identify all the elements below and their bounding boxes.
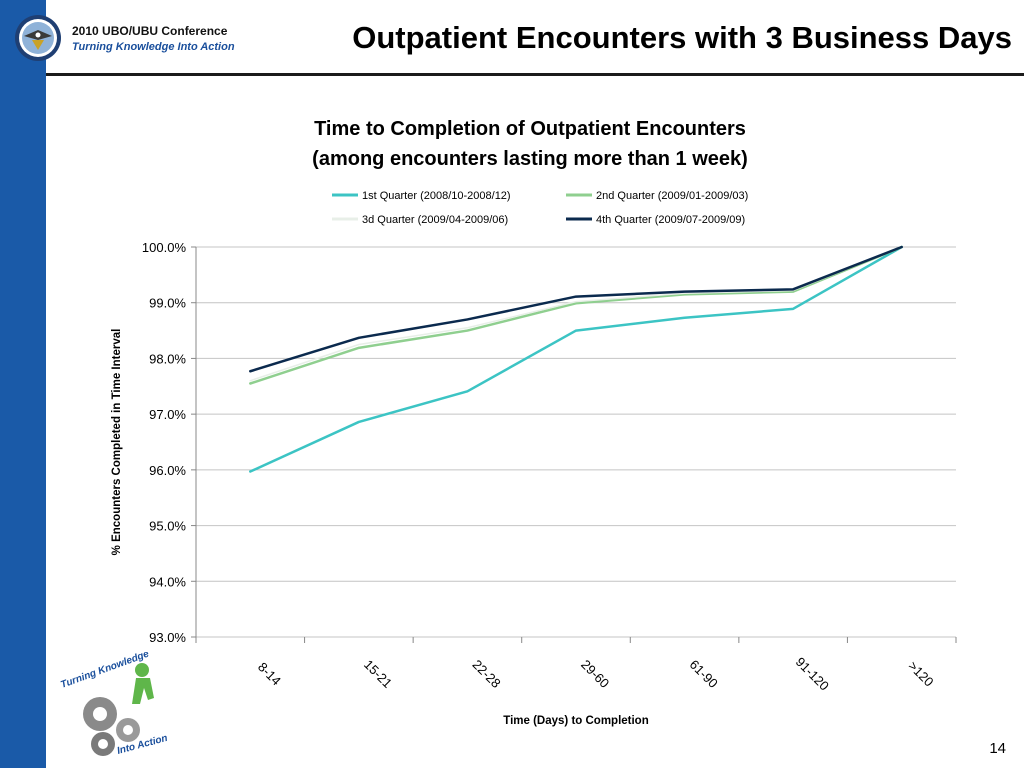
x-axis-title: Time (Days) to Completion [503,715,648,727]
x-tick-label: 15-21 [361,657,395,691]
x-tick-label: 61-90 [687,657,721,691]
x-tick-label: 22-28 [470,657,504,691]
conference-name: 2010 UBO/UBU Conference [72,24,228,38]
y-axis-title: % Encounters Completed in Time Interval [111,329,123,556]
dod-seal-icon [15,15,61,61]
slide-header: 2010 UBO/UBU Conference Turning Knowledg… [0,0,1024,74]
chart-title-line-1: Time to Completion of Outpatient Encount… [314,118,746,140]
y-tick-label: 97.0% [149,407,186,422]
y-tick-label: 93.0% [149,630,186,645]
chart-title-line-2: (among encounters lasting more than 1 we… [312,148,748,170]
y-tick-label: 96.0% [149,463,186,478]
gear-icon [83,697,140,756]
chart-gridlines [195,246,956,638]
y-axis-ticks: 93.0% 94.0% 95.0% 96.0% 97.0% 98.0% 99.0% 100.0… [142,240,196,645]
series-line-q1 [249,245,903,473]
x-tick-label: 29-60 [578,657,612,691]
legend-label-q3: 3d Quarter (2009/04-2009/06) [362,214,508,226]
chart-legend: 1st Quarter (2008/10-2008/12) 2nd Quarter… [332,190,748,226]
y-tick-label: 100.0% [142,240,187,255]
conference-tagline: Turning Knowledge Into Action [72,41,235,53]
header-divider [46,73,1024,76]
x-tick-label: 8-14 [255,659,284,688]
slide-title: Outpatient Encounters with 3 Business Da… [352,20,1012,55]
legend-label-q1: 1st Quarter (2008/10-2008/12) [362,190,511,202]
series-line-q3 [249,246,903,382]
y-tick-label: 98.0% [149,351,186,366]
sidebar-stripe [0,0,46,768]
series-line-q4 [249,245,903,373]
chart-series-lines [249,245,903,473]
y-tick-label: 94.0% [149,574,186,589]
line-chart: Time to Completion of Outpatient Encount… [111,118,957,727]
x-axis-ticks: 8-14 15-21 22-28 29-60 61-90 91-120 >120 [195,637,957,693]
y-tick-label: 99.0% [149,296,186,311]
x-tick-label: >120 [905,658,936,689]
page-number: 14 [989,740,1006,757]
y-tick-label: 95.0% [149,519,186,534]
turning-knowledge-logo: Turning Knowledge Into Action [59,652,169,757]
series-line-q2 [249,245,903,385]
x-tick-label: 91-120 [793,654,832,693]
legend-label-q2: 2nd Quarter (2009/01-2009/03) [596,190,748,202]
legend-label-q4: 4th Quarter (2009/07-2009/09) [596,214,745,226]
figure-icon [132,663,154,704]
